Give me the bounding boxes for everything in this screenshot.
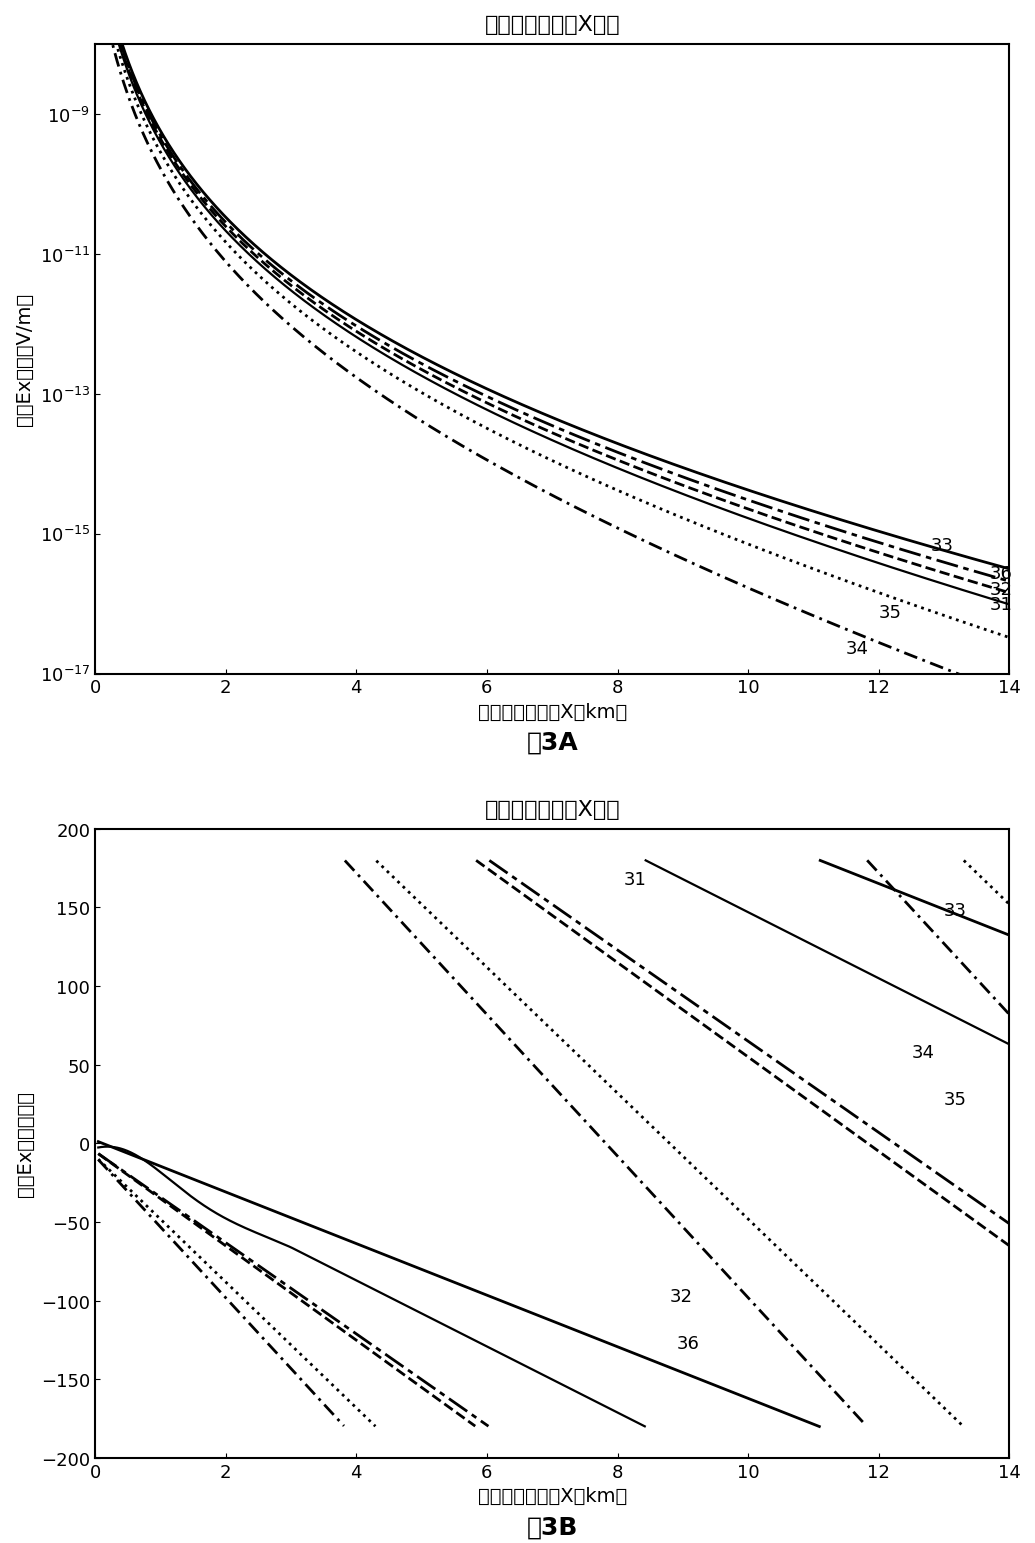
Text: 31: 31 — [623, 870, 647, 889]
Title: 水平电偶极源：X方向: 水平电偶极源：X方向 — [484, 799, 620, 819]
Text: 35: 35 — [943, 1091, 967, 1108]
Text: 34: 34 — [911, 1043, 934, 1062]
X-axis label: 源－接收机分开X（km）: 源－接收机分开X（km） — [477, 702, 626, 721]
Title: 水平电偶极源：X方向: 水平电偶极源：X方向 — [484, 15, 620, 35]
Text: 36: 36 — [989, 565, 1012, 583]
Text: 34: 34 — [846, 640, 868, 657]
Text: 图3A: 图3A — [526, 730, 578, 755]
Text: 31: 31 — [989, 596, 1012, 614]
Y-axis label: 在线Ex振幅（V/m）: 在线Ex振幅（V/m） — [14, 293, 34, 426]
Text: 33: 33 — [930, 537, 953, 555]
Text: 图3B: 图3B — [526, 1515, 578, 1538]
Text: 32: 32 — [989, 580, 1012, 599]
Text: 36: 36 — [676, 1335, 699, 1352]
X-axis label: 源－接收机分开X（km）: 源－接收机分开X（km） — [477, 1486, 626, 1506]
Y-axis label: 在线Ex相位（度）: 在线Ex相位（度） — [17, 1091, 35, 1197]
Text: 35: 35 — [878, 603, 901, 622]
Text: 33: 33 — [943, 901, 967, 920]
Text: 32: 32 — [670, 1287, 692, 1305]
